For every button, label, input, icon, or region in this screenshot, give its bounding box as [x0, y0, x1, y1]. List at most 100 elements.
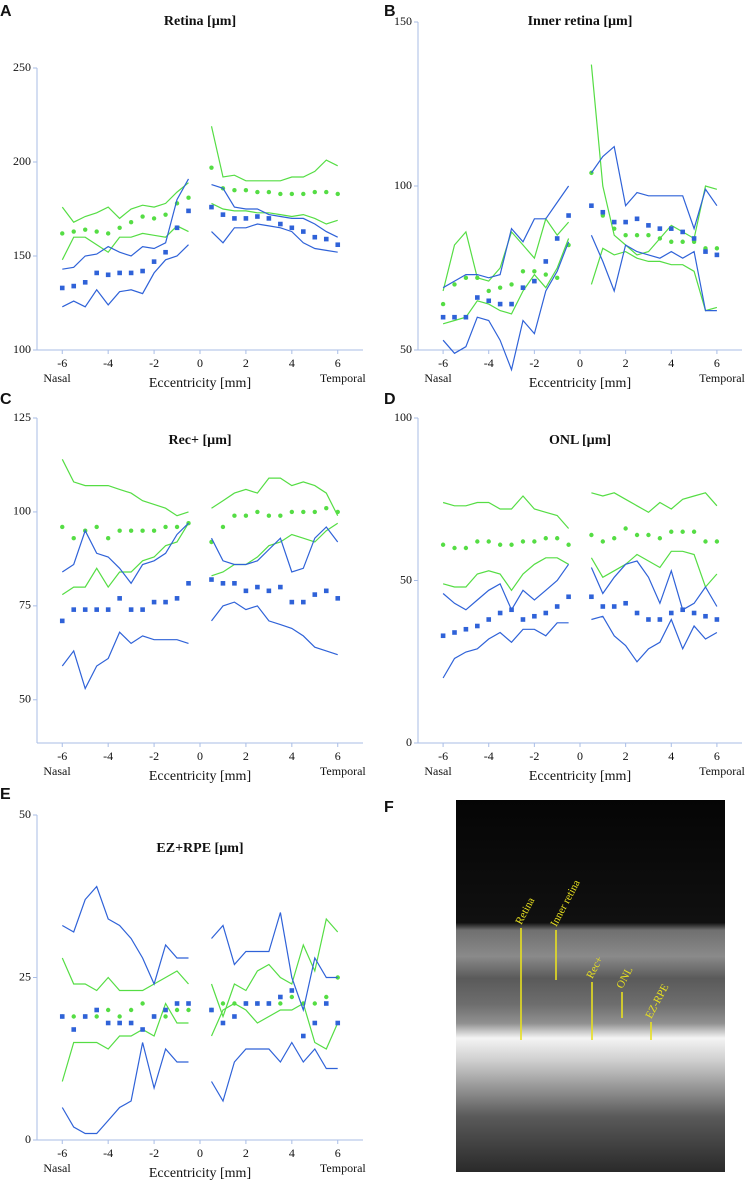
mean-square [94, 1007, 99, 1013]
mean-dot [186, 1007, 191, 1013]
x-tick-label: 2 [623, 356, 629, 370]
y-tick-label: 150 [13, 248, 31, 262]
mean-square [266, 1001, 272, 1006]
x-tick-label: -6 [57, 749, 67, 763]
mean-square [475, 295, 480, 300]
mean-square [335, 1020, 341, 1026]
mean-square [151, 259, 157, 264]
mean-square [463, 314, 469, 320]
mean-square [163, 1007, 168, 1013]
y-tick-label: 25 [19, 969, 31, 983]
mean-square [82, 280, 88, 285]
mean-dot [174, 1007, 180, 1013]
mean-dot [255, 509, 260, 515]
mean-square [623, 600, 628, 606]
mean-square [278, 994, 283, 1000]
mean-dot [335, 509, 340, 515]
x-tick-label: 6 [335, 1146, 341, 1160]
mean-square [634, 216, 640, 222]
mean-dot [554, 536, 560, 541]
mean-dot [71, 536, 76, 541]
mean-square [452, 630, 457, 635]
x-axis-label: Eccentricity [mm] [149, 1166, 251, 1181]
mean-dot [612, 226, 617, 231]
mean-square [680, 229, 685, 235]
mean-square [714, 617, 720, 622]
mean-dot [105, 536, 111, 541]
mean-square [220, 212, 226, 217]
mean-square [243, 216, 249, 221]
mean-square [151, 599, 157, 605]
mean-square [255, 584, 260, 590]
mean-square [657, 226, 663, 231]
mean-square [452, 314, 457, 320]
mean-dot [128, 219, 134, 225]
mean-square [128, 270, 134, 276]
x-left-label: Nasal [43, 764, 71, 778]
mean-dot [278, 1001, 283, 1006]
x-tick-label: -4 [103, 1146, 113, 1160]
mean-dot [117, 528, 122, 533]
mean-square [323, 1001, 329, 1006]
y-tick-label: 0 [406, 735, 412, 749]
mean-dot [312, 189, 317, 195]
series-line [62, 178, 338, 270]
mean-square [554, 604, 560, 609]
mean-square [140, 607, 145, 612]
mean-dot [463, 275, 469, 281]
x-right-label: Temporal [320, 764, 366, 778]
mean-dot [163, 212, 168, 217]
mean-dot [623, 233, 628, 238]
mean-dot [301, 509, 306, 515]
chart-panel: E EZ+RPE [µm] 0 25 50 -6 -4 -2 0 2 4 6 Nasal Temporal… [0, 786, 366, 1181]
panel-label: E [0, 786, 11, 803]
mean-square [646, 223, 651, 228]
mean-dot [440, 542, 446, 547]
mean-dot [543, 272, 548, 277]
x-left-label: Nasal [424, 371, 452, 385]
mean-dot [128, 528, 134, 533]
mean-dot [554, 275, 560, 281]
mean-dot [714, 246, 720, 251]
x-tick-label: -6 [438, 356, 448, 370]
mean-square [589, 203, 594, 208]
mean-dot [634, 233, 640, 238]
mean-dot [140, 214, 145, 219]
panel-label: D [384, 391, 396, 408]
mean-square [209, 577, 214, 582]
mean-dot [94, 229, 99, 234]
mean-dot [714, 539, 720, 544]
mean-dot [532, 539, 537, 544]
mean-square [209, 204, 214, 210]
mean-square [186, 581, 191, 586]
panel-label: C [0, 391, 12, 408]
y-tick-label: 50 [19, 692, 31, 706]
mean-square [278, 221, 283, 227]
mean-square [509, 607, 514, 613]
mean-square [209, 1007, 214, 1013]
mean-dot [566, 542, 571, 547]
mean-dot [94, 1014, 99, 1019]
mean-square [128, 607, 134, 612]
y-tick-label: 200 [13, 154, 31, 168]
x-tick-label: 0 [577, 356, 583, 370]
mean-dot [703, 539, 708, 544]
mean-square [323, 236, 329, 242]
mean-dot [520, 269, 526, 274]
mean-square [691, 236, 697, 241]
mean-square [312, 234, 318, 240]
mean-square [668, 610, 674, 616]
mean-square [94, 607, 99, 612]
x-tick-label: 4 [289, 356, 295, 370]
mean-dot [71, 1014, 76, 1019]
series-line [61, 459, 339, 517]
y-tick-label: 50 [19, 807, 31, 821]
series-line [61, 917, 339, 1019]
mean-square [589, 594, 594, 600]
mean-square [623, 219, 628, 225]
mean-dot [680, 529, 685, 534]
mean-dot [335, 191, 340, 197]
mean-square [703, 613, 708, 619]
mean-square [220, 581, 226, 586]
